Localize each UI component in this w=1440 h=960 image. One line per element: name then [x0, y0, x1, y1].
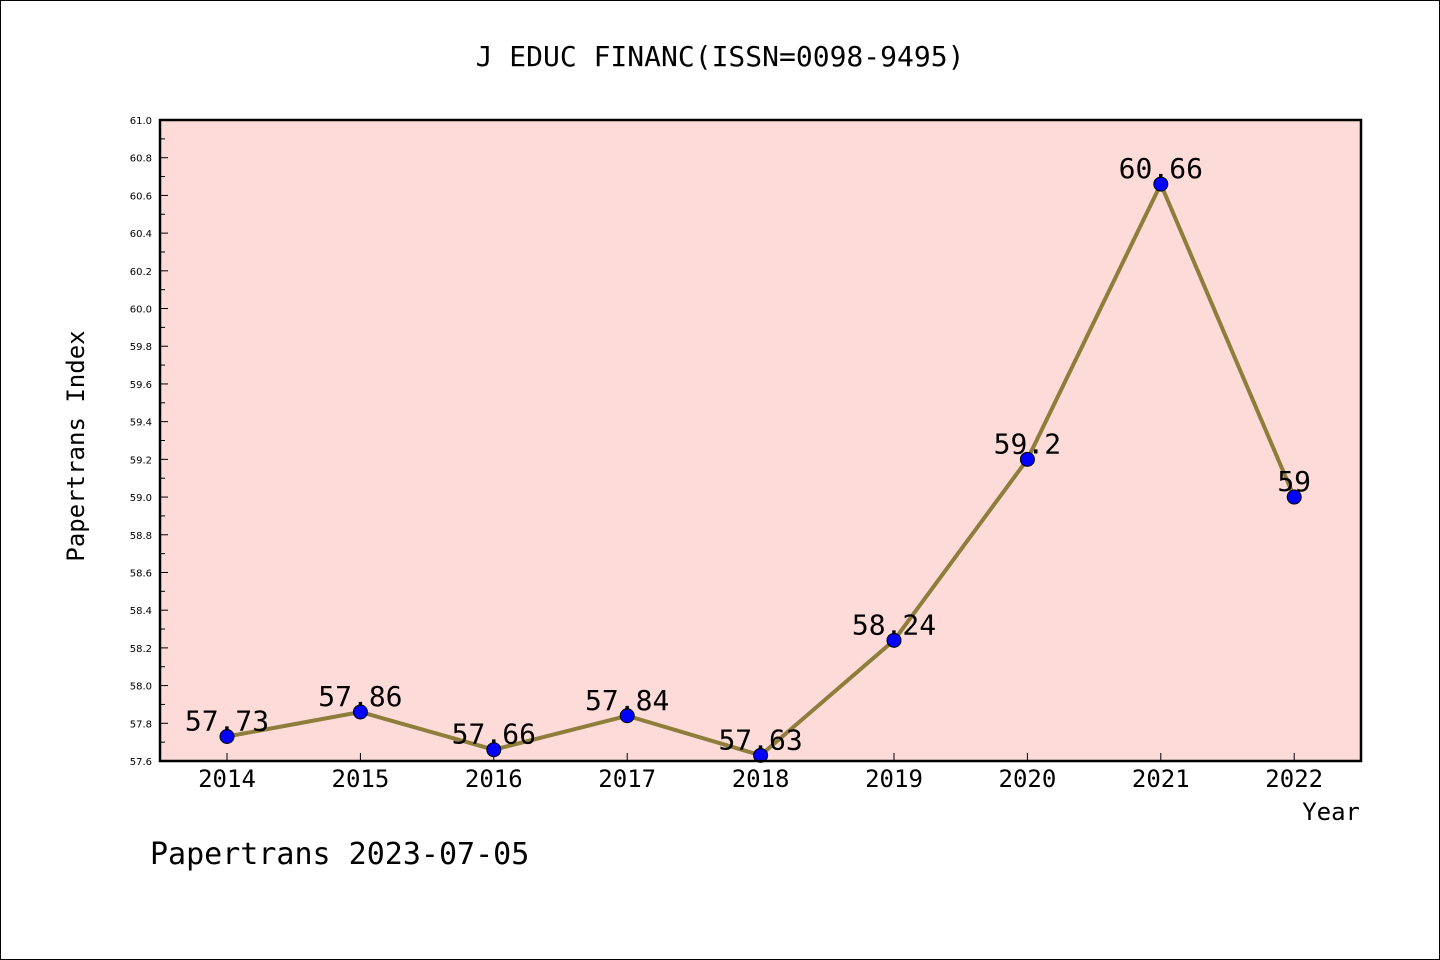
- x-axis-label: Year: [1302, 798, 1360, 826]
- chart-title: J EDUC FINANC(ISSN=0098-9495): [476, 40, 965, 73]
- data-point: [1019, 451, 1035, 467]
- data-label: 57.63: [718, 723, 802, 756]
- y-tick-label: 59.0: [130, 493, 152, 504]
- data-point: [352, 704, 368, 720]
- y-axis: 57.6 57.8 58.0 58.2 58.4 58.6 58.8 59.0 59.2 59.4…: [130, 116, 168, 768]
- data-labels: 57.73 57.86 57.66 57.84 57.63 58.24 59.2 60.66 5…: [185, 152, 1311, 756]
- footer-text: Papertrans 2023-07-05: [150, 837, 529, 872]
- y-tick-label: 59.2: [130, 455, 152, 466]
- x-tick-label: 2020: [999, 765, 1057, 793]
- data-point: [219, 728, 235, 744]
- x-axis: 2014 2015 2016 2017 2018 2019 2020 2021 2022: [198, 753, 1323, 793]
- y-tick-label: 58.0: [130, 682, 152, 693]
- data-label: 57.66: [452, 718, 536, 751]
- x-tick-label: 2016: [465, 765, 523, 793]
- y-tick-label: 58.4: [130, 606, 152, 617]
- x-tick-label: 2018: [732, 765, 790, 793]
- y-tick-label: 60.0: [130, 305, 152, 316]
- y-tick-label: 58.8: [130, 531, 152, 542]
- y-tick-label: 58.6: [130, 568, 152, 579]
- y-tick-label: 61.0: [130, 116, 152, 127]
- data-point: [1286, 489, 1302, 505]
- data-label: 57.73: [185, 704, 269, 737]
- data-label: 59: [1277, 465, 1311, 498]
- y-tick-label: 58.2: [130, 644, 152, 655]
- y-tick-label: 60.6: [130, 191, 152, 202]
- plot-border: [158, 118, 1363, 763]
- data-point: [886, 632, 902, 648]
- data-markers: [219, 176, 1302, 763]
- data-label: 57.86: [318, 680, 402, 713]
- data-point: [486, 742, 502, 758]
- x-tick-label: 2022: [1265, 765, 1323, 793]
- y-tick-label: 60.2: [130, 267, 152, 278]
- y-axis-label: Papertrans Index: [62, 330, 90, 561]
- y-tick-label: 57.6: [130, 757, 152, 768]
- data-label: 59.2: [994, 427, 1061, 460]
- data-label: 58.24: [852, 608, 936, 641]
- data-label: 57.84: [585, 684, 669, 717]
- plot-area: [160, 120, 1361, 761]
- data-point: [619, 708, 635, 724]
- data-label: 60.66: [1119, 152, 1203, 185]
- y-tick-label: 60.4: [130, 229, 152, 240]
- x-tick-label: 2014: [198, 765, 256, 793]
- x-tick-label: 2017: [598, 765, 656, 793]
- y-tick-label: 59.4: [130, 418, 152, 429]
- x-tick-label: 2015: [332, 765, 390, 793]
- x-tick-label: 2021: [1132, 765, 1190, 793]
- data-point: [753, 747, 769, 763]
- data-point: [1153, 176, 1169, 192]
- y-tick-label: 59.8: [130, 342, 152, 353]
- y-tick-label: 60.8: [130, 154, 152, 165]
- x-tick-label: 2019: [865, 765, 923, 793]
- y-tick-label: 59.6: [130, 380, 152, 391]
- y-tick-label: 57.8: [130, 719, 152, 730]
